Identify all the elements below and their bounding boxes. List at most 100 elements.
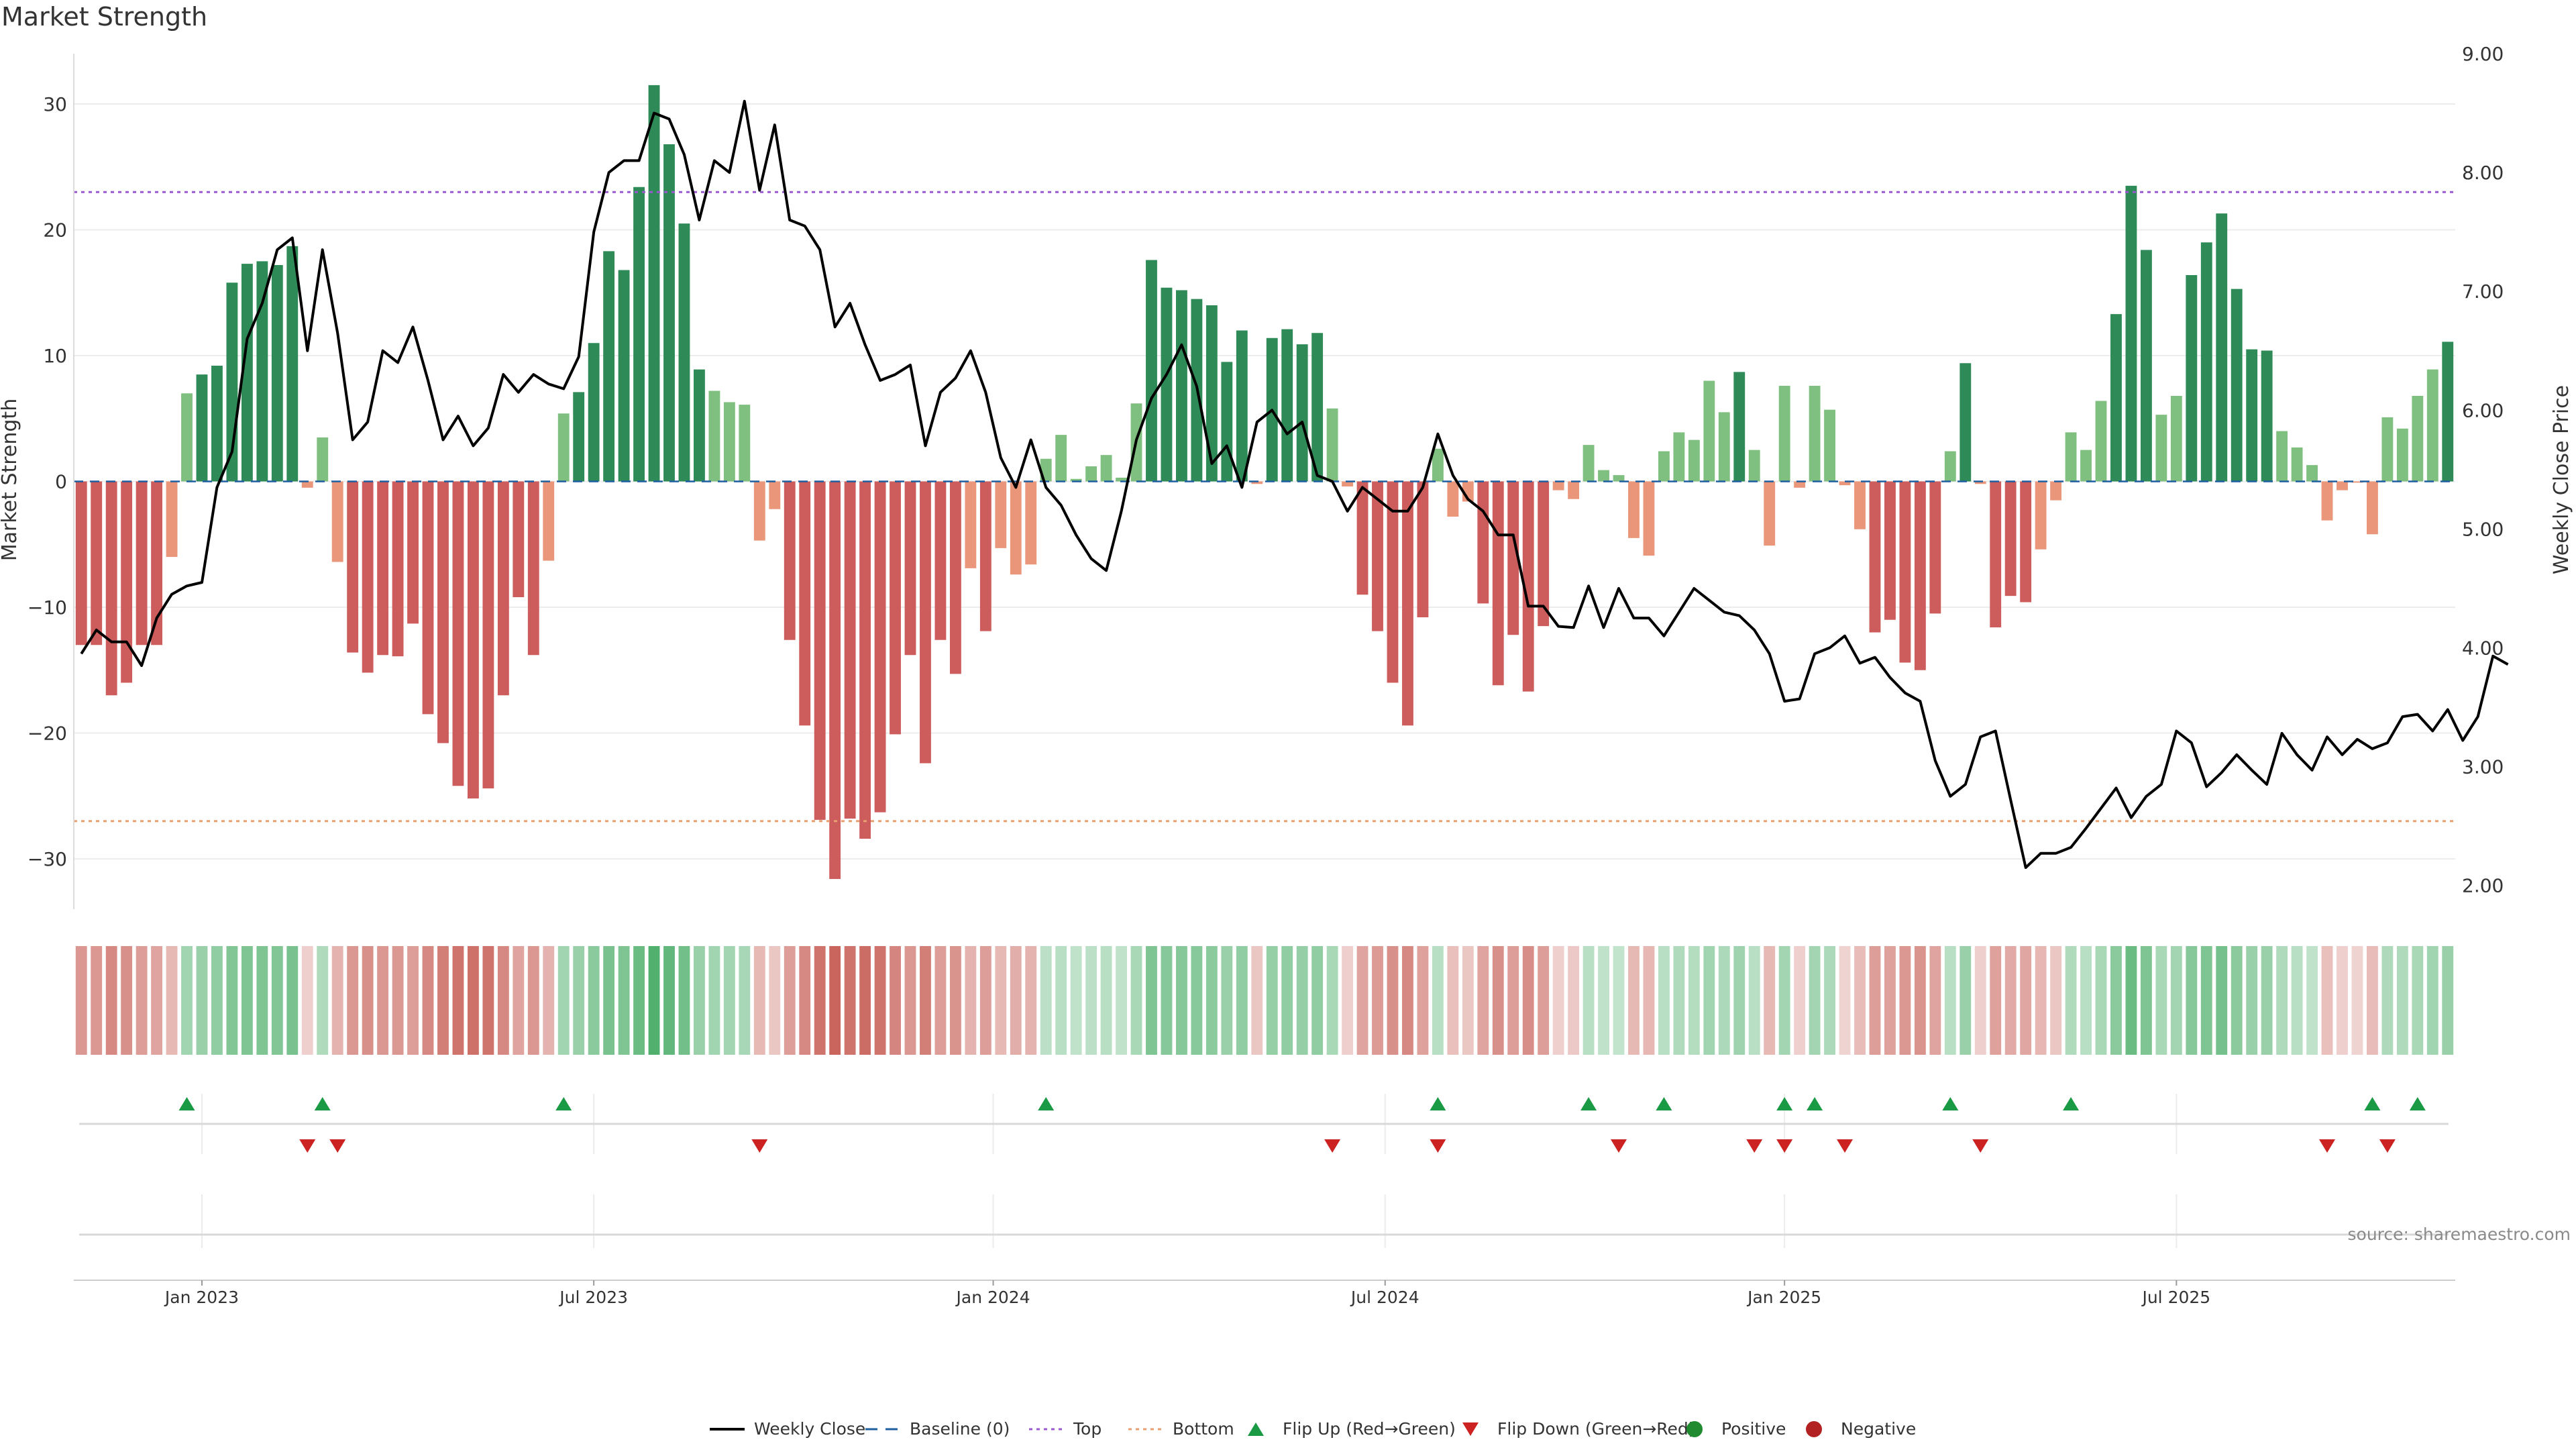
strength-bar [784, 481, 796, 640]
y-tick-label: 30 [43, 93, 67, 115]
strength-bar [1974, 481, 1986, 484]
legend-swatch-triangle-up [1248, 1422, 1264, 1436]
flip-down-marker [1611, 1139, 1627, 1153]
intensity-cell [829, 946, 841, 1055]
strength-bar [1718, 412, 1730, 482]
intensity-cell [1703, 946, 1715, 1055]
intensity-cell [1311, 946, 1324, 1055]
strength-bar [105, 481, 117, 696]
intensity-cell [196, 946, 208, 1055]
strength-bar [362, 481, 374, 673]
strength-bar [1296, 344, 1308, 482]
intensity-cell [452, 946, 464, 1055]
strength-bar [1236, 330, 1248, 482]
intensity-cell [1161, 946, 1173, 1055]
flip-up-marker [2364, 1097, 2381, 1110]
intensity-cell [2065, 946, 2077, 1055]
strength-bar [1100, 455, 1112, 482]
intensity-cell [1748, 946, 1760, 1055]
strength-bar [527, 481, 539, 656]
intensity-cell [1628, 946, 1640, 1055]
intensity-cell [1221, 946, 1233, 1055]
intensity-cell [904, 946, 916, 1055]
y-right-tick-label: 5.00 [2462, 518, 2504, 540]
intensity-cell [799, 946, 811, 1055]
strength-bar [1326, 408, 1338, 482]
flip-markers [74, 1097, 2455, 1281]
intensity-cell [362, 946, 374, 1055]
flip-up-marker [1807, 1097, 1823, 1110]
flip-down-marker [329, 1139, 346, 1153]
intensity-cell [1598, 946, 1609, 1055]
strength-bar [1568, 481, 1580, 499]
strength-bar [769, 481, 781, 509]
strength-bar [934, 481, 947, 640]
intensity-cell [663, 946, 675, 1055]
intensity-cell [723, 946, 735, 1055]
intensity-cell [1507, 946, 1519, 1055]
intensity-cell [1944, 946, 1956, 1055]
strength-bar [739, 405, 751, 482]
strength-bar [151, 481, 163, 645]
strength-bar [829, 481, 841, 879]
strength-bar [2035, 481, 2047, 550]
intensity-cell [1974, 946, 1986, 1055]
flip-up-marker [1580, 1097, 1597, 1110]
strength-bar [2216, 213, 2228, 482]
intensity-cell [2291, 946, 2303, 1055]
intensity-cell [1538, 946, 1550, 1055]
strength-bar [2140, 250, 2152, 482]
strength-bar [467, 481, 479, 798]
strength-bar [694, 369, 705, 482]
intensity-cell [1055, 946, 1067, 1055]
y-right-tick-label: 4.00 [2462, 637, 2504, 659]
intensity-cell [1040, 946, 1052, 1055]
strength-bar [874, 481, 886, 813]
flip-up-marker [1776, 1097, 1793, 1110]
strength-bar [1960, 363, 1972, 482]
strength-bar [407, 481, 419, 624]
x-tick-label: Jul 2024 [1350, 1288, 1419, 1307]
intensity-cell [2095, 946, 2107, 1055]
strength-bar [1055, 435, 1067, 482]
intensity-cell [1372, 946, 1383, 1055]
strength-bar [1175, 290, 1187, 482]
intensity-cell [543, 946, 555, 1055]
intensity-cell [331, 946, 343, 1055]
intensity-cell [920, 946, 931, 1055]
strength-bar [708, 391, 720, 482]
strength-bar [2110, 314, 2122, 482]
strength-bar [949, 481, 961, 674]
intensity-cell [211, 946, 223, 1055]
flip-up-marker [1656, 1097, 1672, 1110]
strength-bar [2231, 289, 2243, 482]
intensity-cell [286, 946, 299, 1055]
strength-bar [1025, 481, 1037, 565]
intensity-cell [1582, 946, 1595, 1055]
intensity-cell [1492, 946, 1504, 1055]
strength-bar [859, 481, 871, 839]
strength-bar [723, 402, 735, 482]
strength-bar [618, 270, 630, 482]
strength-bar [1703, 380, 1715, 482]
intensity-cell [1447, 946, 1459, 1055]
strength-bar [2080, 450, 2092, 482]
intensity-cell [694, 946, 705, 1055]
strength-bar [1477, 481, 1489, 604]
intensity-cell [2170, 946, 2182, 1055]
chart-title: Market Strength [1, 2, 207, 32]
intensity-cell [2246, 946, 2258, 1055]
strength-bar [2291, 447, 2303, 482]
intensity-cell [934, 946, 947, 1055]
strength-bar [437, 481, 449, 743]
strength-bar [497, 481, 509, 696]
strength-bar [557, 413, 570, 482]
y-tick-label: −10 [28, 597, 67, 619]
intensity-cell [874, 946, 886, 1055]
intensity-cell [1477, 946, 1489, 1055]
strength-bar [663, 144, 675, 482]
intensity-cell [2110, 946, 2122, 1055]
intensity-cell [1854, 946, 1866, 1055]
intensity-cell [1778, 946, 1790, 1055]
